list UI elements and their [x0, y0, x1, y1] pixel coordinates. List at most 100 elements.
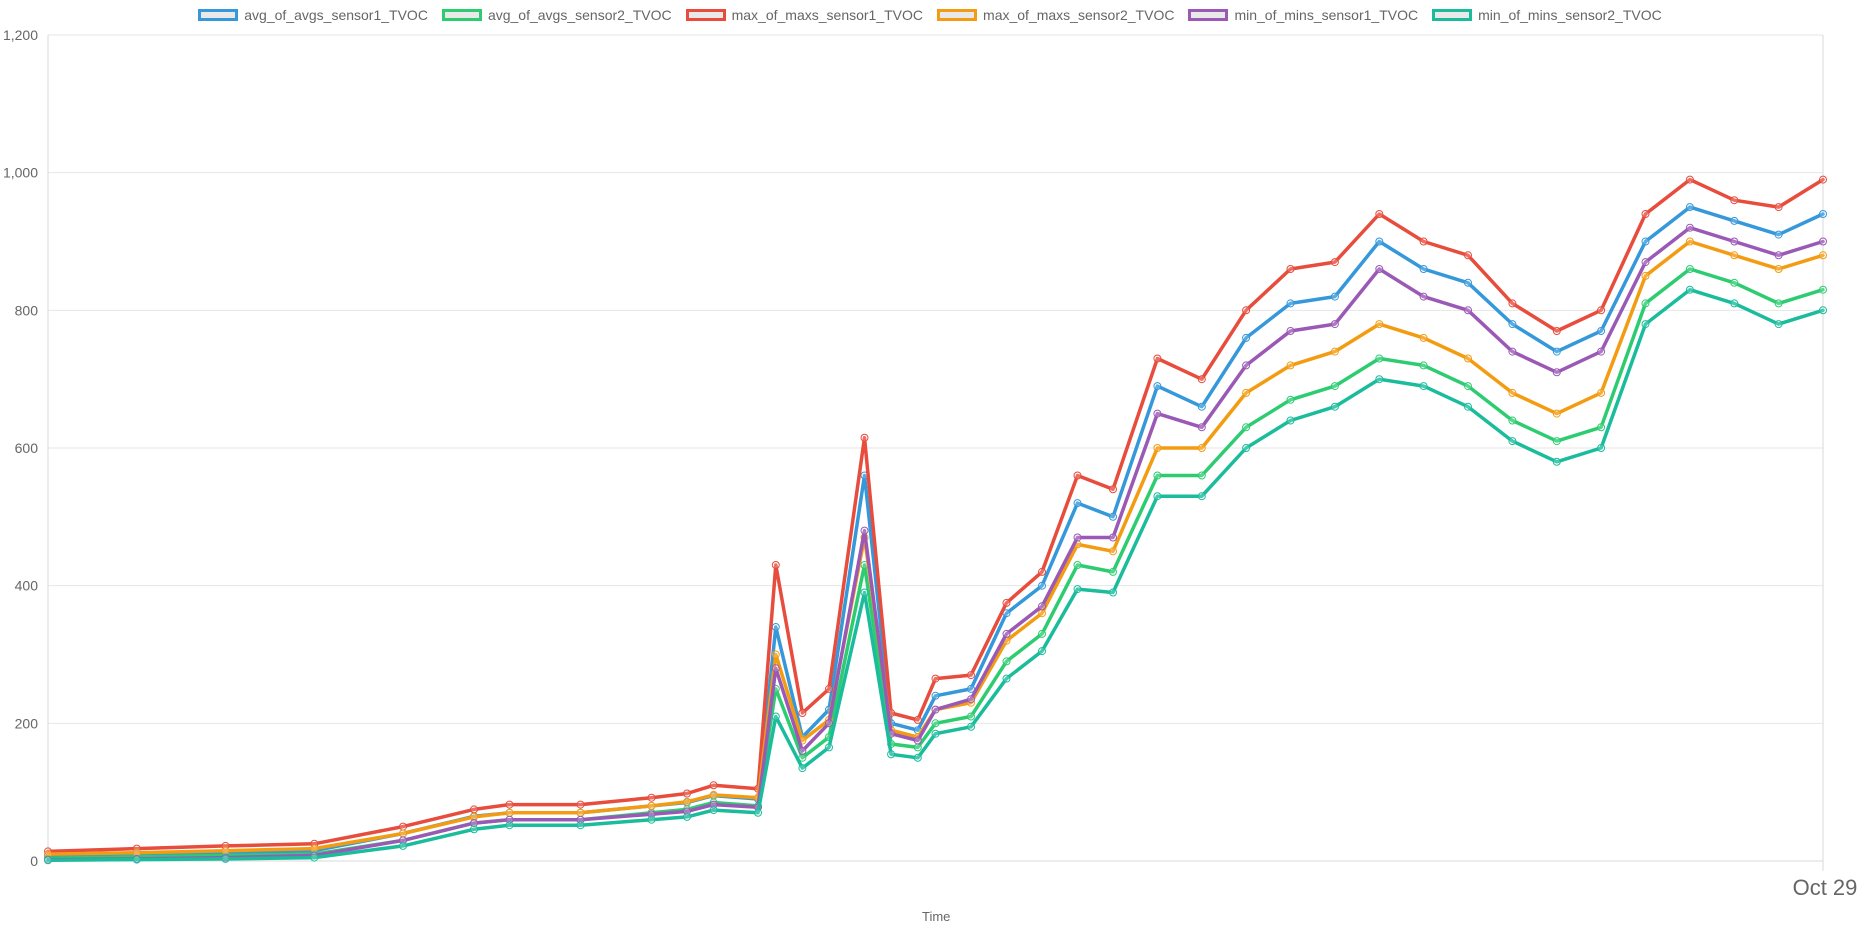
data-point — [1774, 203, 1783, 212]
data-point — [1375, 320, 1384, 329]
data-point — [913, 736, 922, 745]
data-point — [1242, 361, 1251, 370]
data-point — [709, 800, 718, 809]
data-point — [1774, 299, 1783, 308]
data-point — [1073, 585, 1082, 594]
data-point — [771, 623, 780, 631]
data-point — [1597, 423, 1606, 432]
data-point — [1242, 333, 1251, 342]
data-point — [860, 526, 869, 535]
data-point — [1685, 265, 1694, 273]
data-point — [399, 829, 407, 838]
data-point — [1002, 598, 1011, 607]
data-point — [1419, 237, 1428, 246]
data-point — [683, 812, 691, 821]
data-point — [576, 800, 585, 809]
y-tick-label: 800 — [15, 302, 39, 318]
data-point — [1073, 533, 1082, 542]
legend-swatch — [685, 9, 726, 21]
y-axis-ticks: 0 200 400 600 800 1,000 1,200 — [3, 27, 38, 869]
data-point — [913, 743, 922, 752]
data-point — [647, 801, 656, 810]
grid-lines — [47, 34, 1824, 871]
data-point — [1330, 402, 1339, 411]
data-point — [1641, 320, 1650, 329]
legend-item[interactable]: avg_of_avgs_sensor1_TVOC — [198, 7, 428, 23]
data-point — [221, 846, 230, 855]
data-point — [1464, 382, 1472, 391]
data-point — [1508, 347, 1517, 356]
data-point — [1730, 251, 1739, 260]
data-point — [825, 719, 833, 728]
data-point — [1819, 251, 1827, 260]
data-point — [1330, 382, 1339, 391]
data-point — [1641, 210, 1650, 218]
data-point — [1508, 320, 1517, 329]
data-point — [1552, 347, 1561, 356]
data-point — [1730, 299, 1739, 308]
y-tick-label: 1,000 — [3, 165, 38, 181]
data-point — [1597, 347, 1606, 356]
data-point — [1730, 237, 1739, 246]
data-point — [132, 855, 141, 864]
data-point — [1597, 444, 1606, 452]
data-point — [470, 825, 478, 834]
data-point — [1109, 588, 1117, 597]
data-point — [1038, 581, 1046, 590]
data-point — [771, 561, 780, 569]
legend-item[interactable]: max_of_maxs_sensor1_TVOC — [685, 7, 924, 23]
data-point — [913, 753, 922, 762]
legend-swatch — [1188, 9, 1229, 21]
legend-item[interactable]: avg_of_avgs_sensor2_TVOC — [441, 7, 672, 23]
data-point — [683, 807, 691, 816]
data-point — [1641, 237, 1650, 246]
data-point — [1375, 354, 1384, 363]
legend-swatch — [198, 9, 239, 21]
data-point — [931, 674, 940, 683]
data-point — [967, 722, 975, 731]
data-point — [1819, 175, 1827, 184]
data-point — [1073, 471, 1082, 480]
data-point — [1508, 437, 1517, 446]
data-point — [1597, 306, 1606, 315]
data-point — [1330, 292, 1339, 301]
data-point — [1197, 402, 1206, 411]
data-point — [1641, 299, 1650, 308]
data-point — [1552, 409, 1561, 418]
data-point — [825, 684, 833, 693]
data-point — [931, 729, 940, 738]
data-point — [1552, 437, 1561, 446]
legend-label: avg_of_avgs_sensor1_TVOC — [244, 7, 428, 23]
data-point — [1197, 423, 1206, 432]
legend-label: min_of_mins_sensor2_TVOC — [1478, 7, 1662, 23]
legend-label: max_of_maxs_sensor1_TVOC — [731, 7, 924, 23]
data-point — [967, 712, 975, 721]
x-tick-label: Oct 29 — [1793, 875, 1858, 900]
data-point — [1153, 471, 1162, 480]
data-point — [1685, 203, 1694, 212]
data-point — [647, 793, 656, 802]
data-point — [576, 821, 585, 830]
data-point — [1109, 567, 1117, 576]
data-point — [1375, 375, 1384, 384]
legend-item[interactable]: min_of_mins_sensor2_TVOC — [1432, 7, 1662, 23]
data-point — [1685, 285, 1694, 294]
legend-swatch — [441, 9, 482, 21]
data-point — [1038, 602, 1046, 611]
data-point — [1464, 251, 1472, 260]
data-point — [1153, 409, 1162, 418]
data-point — [1330, 320, 1339, 329]
data-point — [470, 812, 478, 821]
data-point — [470, 805, 478, 814]
data-point — [1197, 492, 1206, 501]
data-point — [860, 433, 869, 442]
data-point — [1464, 278, 1472, 287]
data-point — [505, 808, 514, 817]
legend-item[interactable]: max_of_maxs_sensor2_TVOC — [937, 7, 1174, 23]
legend-item[interactable]: min_of_mins_sensor1_TVOC — [1188, 7, 1418, 23]
data-point — [1641, 258, 1650, 267]
data-point — [1419, 382, 1428, 391]
data-point — [310, 853, 319, 862]
legend-label: avg_of_avgs_sensor2_TVOC — [487, 7, 672, 23]
y-tick-label: 600 — [15, 440, 39, 456]
